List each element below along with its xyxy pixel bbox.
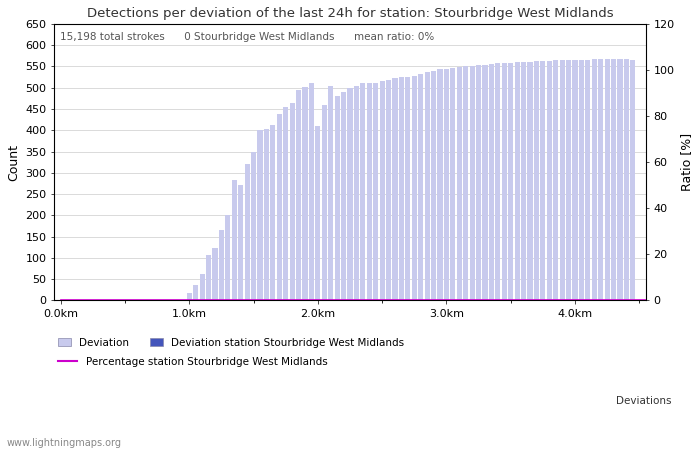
Bar xyxy=(276,114,282,301)
Text: 15,198 total strokes      0 Stourbridge West Midlands      mean ratio: 0%: 15,198 total strokes 0 Stourbridge West … xyxy=(60,32,435,42)
Bar xyxy=(309,83,314,301)
Bar xyxy=(225,215,230,301)
Bar xyxy=(508,63,513,301)
Bar xyxy=(425,72,430,301)
Bar xyxy=(527,62,533,301)
Bar xyxy=(296,90,301,301)
Text: www.lightningmaps.org: www.lightningmaps.org xyxy=(7,437,122,447)
Bar xyxy=(444,68,449,301)
Bar xyxy=(322,105,327,301)
Bar xyxy=(540,61,545,301)
Bar xyxy=(244,164,250,301)
Bar xyxy=(212,248,218,301)
Bar xyxy=(219,230,224,301)
Bar xyxy=(431,71,436,301)
Title: Detections per deviation of the last 24h for station: Stourbridge West Midlands: Detections per deviation of the last 24h… xyxy=(87,7,613,20)
Bar xyxy=(559,60,565,301)
Bar xyxy=(232,180,237,301)
Bar xyxy=(354,86,359,301)
Bar xyxy=(199,274,204,301)
Bar xyxy=(418,74,424,301)
Y-axis label: Ratio [%]: Ratio [%] xyxy=(680,133,693,191)
Bar xyxy=(450,68,456,301)
Bar xyxy=(630,60,636,301)
Bar xyxy=(405,77,410,301)
Bar xyxy=(553,60,559,301)
Bar xyxy=(573,59,577,301)
Bar xyxy=(605,59,610,301)
Bar xyxy=(598,59,603,301)
Bar xyxy=(412,76,417,301)
Bar xyxy=(476,65,481,301)
Bar xyxy=(315,126,321,301)
Bar xyxy=(534,61,539,301)
Bar xyxy=(592,59,597,301)
Bar xyxy=(386,80,391,301)
Bar xyxy=(341,92,346,301)
Legend: Percentage station Stourbridge West Midlands: Percentage station Stourbridge West Midl… xyxy=(55,353,331,371)
Bar xyxy=(302,87,307,301)
Bar xyxy=(502,63,507,301)
Bar xyxy=(290,103,295,301)
Bar xyxy=(611,59,616,301)
Bar xyxy=(187,293,192,301)
Bar xyxy=(579,59,584,301)
Bar xyxy=(438,69,442,301)
Bar xyxy=(547,61,552,301)
Bar xyxy=(514,62,519,301)
Bar xyxy=(360,83,365,301)
Bar xyxy=(393,78,398,301)
Bar xyxy=(617,59,622,301)
Bar xyxy=(193,285,198,301)
Bar xyxy=(624,59,629,301)
Bar xyxy=(238,184,244,301)
Bar xyxy=(456,68,462,301)
Bar xyxy=(496,63,500,301)
Bar xyxy=(521,62,526,301)
Bar xyxy=(379,81,385,301)
Bar xyxy=(373,83,378,301)
Bar xyxy=(367,83,372,301)
Bar xyxy=(328,86,333,301)
Bar xyxy=(489,64,494,301)
Bar xyxy=(482,65,488,301)
Bar xyxy=(264,130,269,301)
Bar xyxy=(270,125,275,301)
Bar xyxy=(347,88,353,301)
Bar xyxy=(470,66,475,301)
Bar xyxy=(335,96,339,301)
Y-axis label: Count: Count xyxy=(7,144,20,180)
Bar xyxy=(585,59,590,301)
Text: Deviations: Deviations xyxy=(616,396,671,406)
Bar xyxy=(283,107,288,301)
Bar xyxy=(258,130,262,301)
Bar xyxy=(566,60,571,301)
Bar xyxy=(206,255,211,301)
Bar xyxy=(463,67,468,301)
Bar xyxy=(399,77,404,301)
Bar xyxy=(251,152,256,301)
